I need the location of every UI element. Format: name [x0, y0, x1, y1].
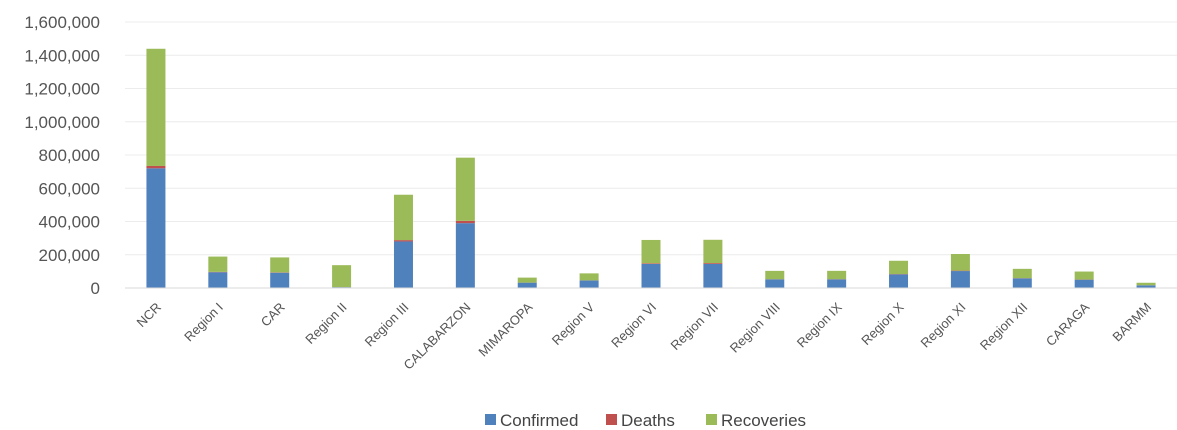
- bar-recoveries-calabarzon: [455, 157, 475, 221]
- x-category-label: Region XII: [977, 300, 1031, 354]
- bar-confirmed-region-xii: [1012, 278, 1032, 288]
- y-tick-label: 1,400,000: [24, 46, 100, 65]
- bar-recoveries-region-x: [889, 260, 909, 275]
- bar-confirmed-region-vi: [641, 263, 661, 288]
- legend: Confirmed Deaths Recoveries: [485, 411, 806, 430]
- bar-recoveries-caraga: [1074, 271, 1094, 280]
- x-category-label: Region X: [858, 299, 907, 348]
- x-category-label: Region XI: [918, 300, 969, 351]
- bar-deaths-region-vii: [703, 263, 723, 264]
- bar-recoveries-region-v: [579, 273, 599, 281]
- bar-confirmed-region-ix: [827, 279, 847, 288]
- y-tick-label: 400,000: [39, 213, 100, 232]
- legend-item-recoveries: Recoveries: [706, 411, 806, 430]
- bar-recoveries-region-vi: [641, 239, 661, 264]
- gridlines: [125, 21, 1177, 256]
- bar-confirmed-barmm: [1136, 285, 1156, 288]
- bar-confirmed-region-vii: [703, 263, 723, 288]
- y-tick-label: 1,600,000: [24, 13, 100, 32]
- bar-confirmed-ncr: [146, 168, 166, 288]
- bars: [146, 48, 1156, 288]
- x-category-label: Region VIII: [727, 300, 783, 356]
- bar-recoveries-region-ix: [827, 270, 847, 280]
- legend-item-confirmed: Confirmed: [485, 411, 578, 430]
- y-tick-label: 600,000: [39, 179, 100, 198]
- bar-recoveries-mimaropa: [517, 277, 537, 283]
- bar-recoveries-car: [270, 257, 290, 273]
- y-tick-label: 800,000: [39, 146, 100, 165]
- bar-recoveries-region-iii: [393, 194, 413, 241]
- y-tick-label: 0: [91, 279, 100, 298]
- bar-recoveries-region-ii: [332, 265, 352, 288]
- bar-confirmed-region-viii: [765, 279, 785, 288]
- x-category-label: Region V: [549, 299, 598, 348]
- y-tick-label: 1,000,000: [24, 113, 100, 132]
- bar-deaths-region-vi: [641, 263, 661, 264]
- bar-deaths-ncr: [146, 165, 166, 169]
- x-category-label: Region VI: [608, 300, 659, 351]
- bar-confirmed-region-iii: [393, 241, 413, 288]
- bar-confirmed-region-xi: [950, 271, 970, 288]
- x-category-label: Region I: [181, 300, 226, 345]
- x-category-label: Region VII: [667, 300, 721, 354]
- bar-recoveries-region-viii: [765, 270, 785, 280]
- bar-deaths-calabarzon: [455, 220, 475, 224]
- y-tick-label: 1,200,000: [24, 80, 100, 99]
- legend-swatch: [606, 414, 617, 425]
- y-tick-label: 200,000: [39, 246, 100, 265]
- bar-confirmed-region-i: [208, 272, 228, 288]
- legend-swatch: [485, 414, 496, 425]
- bar-confirmed-car: [270, 272, 290, 288]
- x-category-label: Region II: [302, 300, 349, 347]
- x-category-label: CARAGA: [1043, 299, 1093, 349]
- bar-recoveries-region-xi: [950, 254, 970, 271]
- x-category-label: Region III: [362, 300, 412, 350]
- bar-recoveries-region-i: [208, 256, 228, 272]
- bar-confirmed-mimaropa: [517, 282, 537, 288]
- x-category-label: NCR: [134, 300, 165, 331]
- x-category-label: MIMAROPA: [475, 299, 535, 359]
- bar-confirmed-region-v: [579, 280, 599, 288]
- bar-confirmed-calabarzon: [455, 223, 475, 288]
- legend-item-deaths: Deaths: [606, 411, 675, 430]
- x-category-label: CALABARZON: [401, 300, 474, 373]
- legend-swatch: [706, 414, 717, 425]
- bar-recoveries-barmm: [1136, 282, 1156, 286]
- legend-label: Recoveries: [721, 411, 806, 430]
- x-category-label: CAR: [258, 300, 288, 330]
- bar-recoveries-region-vii: [703, 239, 723, 264]
- bar-deaths-region-iii: [393, 240, 413, 242]
- bar-recoveries-region-xii: [1012, 268, 1032, 279]
- bar-confirmed-caraga: [1074, 279, 1094, 288]
- legend-label: Deaths: [621, 411, 675, 430]
- y-axis-tick-labels: 0 200,000 400,000 600,000 800,000 1,000,000 1,…: [24, 13, 100, 298]
- x-axis-category-labels: NCR Region I CAR Region II Region IIICALABAR…: [134, 299, 1155, 372]
- x-category-label: BARMM: [1109, 300, 1154, 345]
- legend-label: Confirmed: [500, 411, 578, 430]
- bar-confirmed-region-x: [889, 274, 909, 288]
- bar-recoveries-ncr: [146, 48, 166, 166]
- x-category-label: Region IX: [794, 299, 845, 350]
